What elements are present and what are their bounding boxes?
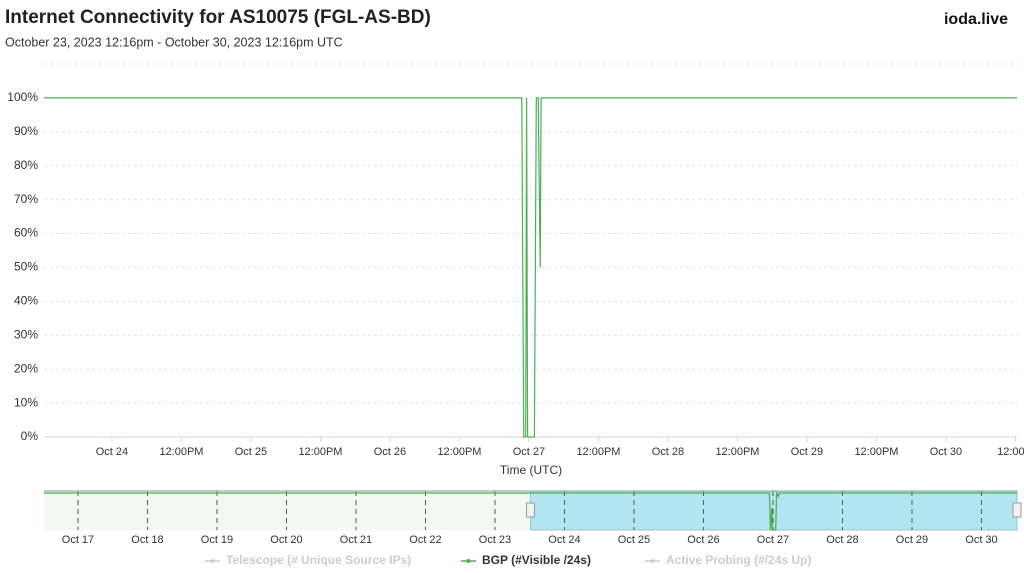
chart-subtitle: October 23, 2023 12:16pm - October 30, 2…: [5, 35, 343, 49]
y-tick-label: 80%: [14, 158, 38, 172]
y-tick-label: 20%: [14, 361, 38, 375]
navigator-tick-label: Oct 18: [131, 534, 163, 546]
navigator-tick-label: Oct 19: [201, 534, 233, 546]
navigator-tick-label: Oct 30: [965, 534, 997, 546]
x-tick-label: 12:00PM: [854, 446, 898, 458]
x-tick-label: Oct 25: [235, 446, 267, 458]
navigator-tick-label: Oct 28: [826, 534, 858, 546]
data-line: [44, 97, 1017, 438]
legend-icon-dot[interactable]: [466, 559, 471, 563]
x-tick-label: Oct 30: [930, 446, 962, 458]
x-tick-label: 12:00...: [997, 446, 1024, 458]
navigator-line: [44, 490, 1017, 531]
y-tick-label: 70%: [14, 192, 38, 206]
navigator-tick-label: Oct 21: [340, 534, 372, 546]
brand: ioda.live: [944, 11, 1008, 28]
y-tick-label: 90%: [14, 124, 38, 138]
y-tick-label: 100%: [7, 90, 38, 104]
navigator-tick-label: Oct 22: [409, 534, 441, 546]
y-tick-label: 50%: [14, 260, 38, 274]
navigator-tick-label: Oct 25: [618, 534, 650, 546]
y-tick-label: 30%: [14, 327, 38, 341]
x-tick-label: 12:00PM: [715, 446, 759, 458]
navigator-tick-label: Oct 17: [62, 534, 94, 546]
legend-label[interactable]: BGP (#Visible /24s): [482, 553, 591, 567]
navigator-tick-label: Oct 29: [896, 534, 928, 546]
navigator-tick-label: Oct 23: [479, 534, 511, 546]
legend-label[interactable]: Telescope (# Unique Source IPs): [226, 553, 411, 567]
navigator-selection[interactable]: [530, 490, 1018, 531]
navigator-tick-label: Oct 26: [687, 534, 719, 546]
navigator-tick-label: Oct 24: [548, 534, 580, 546]
x-axis-label: Time (UTC): [500, 463, 562, 477]
navigator-tick-label: Oct 20: [270, 534, 302, 546]
legend-icon-dot[interactable]: [650, 559, 655, 563]
legend-label[interactable]: Active Probing (#/24s Up): [666, 553, 811, 567]
navigator-handle[interactable]: [526, 502, 535, 518]
x-tick-label: 12:00PM: [159, 446, 203, 458]
x-tick-label: Oct 24: [96, 446, 128, 458]
navigator-tick-label: Oct 27: [757, 534, 789, 546]
y-tick-label: 60%: [14, 226, 38, 240]
y-tick-label: 10%: [14, 395, 38, 409]
navigator-handle[interactable]: [1012, 502, 1022, 518]
x-tick-label: Oct 27: [513, 446, 545, 458]
x-tick-label: 12:00PM: [437, 446, 481, 458]
x-tick-label: 12:00PM: [576, 446, 620, 458]
chart-title: Internet Connectivity for AS10075 (FGL-A…: [5, 7, 431, 28]
y-tick-label: 40%: [14, 294, 38, 308]
y-tick-label: 0%: [21, 429, 39, 443]
x-tick-label: Oct 29: [791, 446, 823, 458]
legend-icon-dot[interactable]: [210, 559, 215, 563]
x-tick-label: Oct 28: [652, 446, 684, 458]
x-tick-label: 12:00PM: [298, 446, 342, 458]
x-tick-label: Oct 26: [374, 446, 406, 458]
